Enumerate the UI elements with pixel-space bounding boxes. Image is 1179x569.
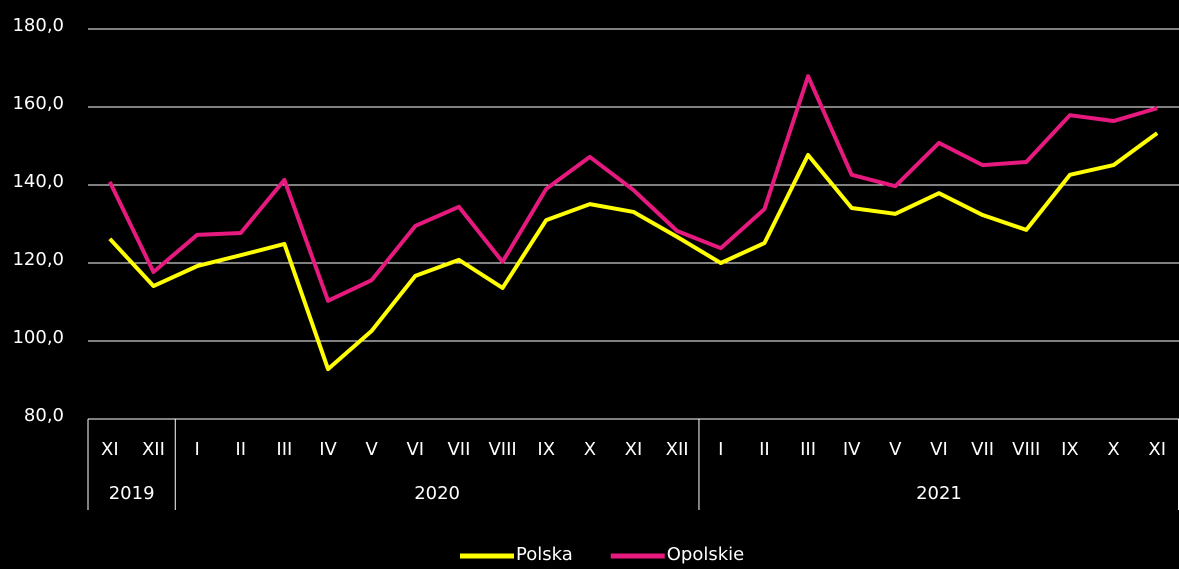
x-tick-label: III bbox=[800, 439, 816, 460]
x-tick-label: III bbox=[276, 439, 292, 460]
series-line bbox=[108, 74, 1158, 303]
group-label: 2019 bbox=[109, 483, 155, 504]
y-tick-label: 120,0 bbox=[12, 249, 64, 270]
x-tick-label: II bbox=[759, 439, 770, 460]
x-tick-label: X bbox=[584, 439, 596, 460]
x-tick-label: XII bbox=[666, 439, 689, 460]
x-tick-label: VII bbox=[447, 439, 470, 460]
legend-label: Polska bbox=[516, 544, 573, 565]
x-tick-label: V bbox=[365, 439, 378, 460]
series-line bbox=[108, 131, 1159, 372]
x-tick-label: XII bbox=[142, 439, 165, 460]
group-label: 2020 bbox=[414, 483, 460, 504]
y-tick-label: 160,0 bbox=[12, 93, 64, 114]
group-label: 2021 bbox=[916, 483, 962, 504]
y-tick-label: 140,0 bbox=[12, 171, 64, 192]
x-tick-label: V bbox=[889, 439, 902, 460]
y-tick-label: 80,0 bbox=[24, 405, 64, 426]
x-tick-label: XI bbox=[625, 439, 643, 460]
x-tick-label: IV bbox=[843, 439, 861, 460]
legend-label: Opolskie bbox=[667, 544, 744, 565]
x-tick-label: VII bbox=[971, 439, 994, 460]
x-tick-label: I bbox=[718, 439, 723, 460]
y-tick-label: 180,0 bbox=[12, 15, 64, 36]
x-tick-label: VIII bbox=[1012, 439, 1040, 460]
x-tick-label: IX bbox=[1061, 439, 1079, 460]
x-tick-label: VIII bbox=[488, 439, 516, 460]
x-tick-label: II bbox=[235, 439, 246, 460]
x-tick-label: X bbox=[1107, 439, 1119, 460]
x-tick-label: IV bbox=[319, 439, 337, 460]
x-tick-label: VI bbox=[930, 439, 948, 460]
x-tick-label: VI bbox=[406, 439, 424, 460]
x-tick-label: IX bbox=[537, 439, 555, 460]
x-tick-label: XI bbox=[101, 439, 119, 460]
x-tick-label: XI bbox=[1148, 439, 1166, 460]
x-tick-label: I bbox=[194, 439, 199, 460]
y-tick-label: 100,0 bbox=[12, 327, 64, 348]
